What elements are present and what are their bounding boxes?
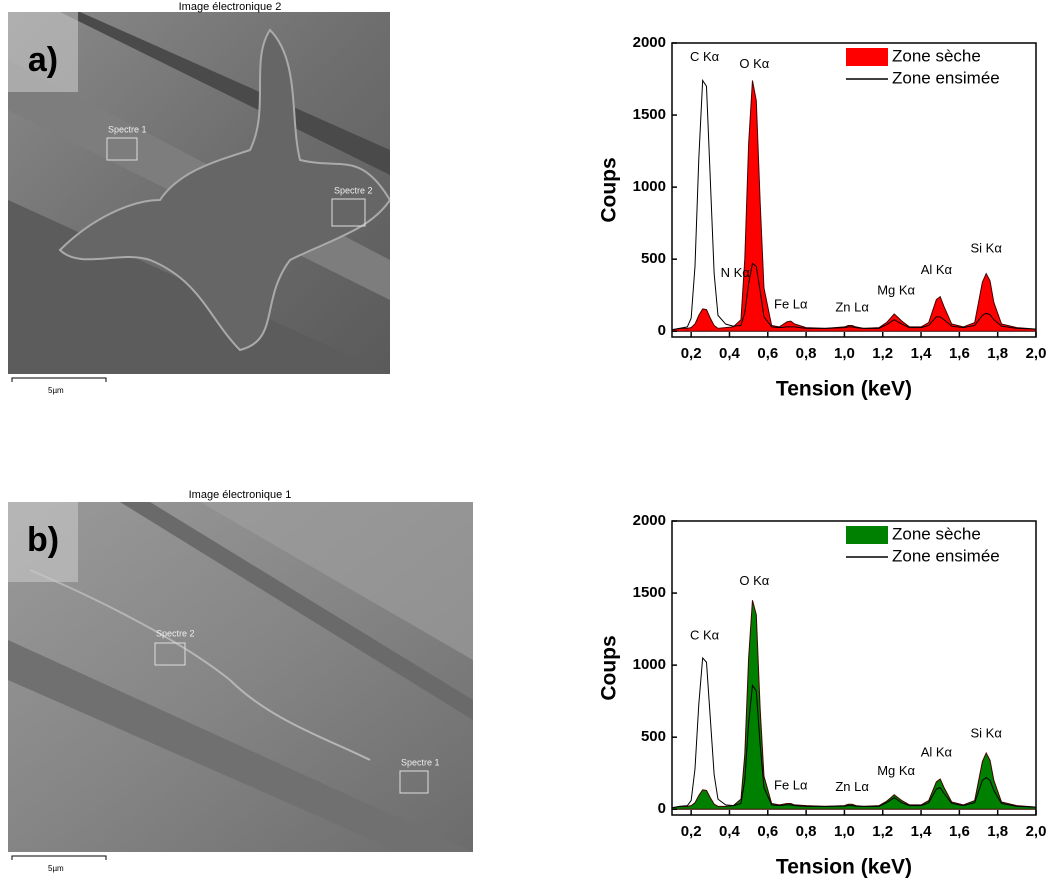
y-tick-label: 2000 [633, 512, 666, 529]
y-tick-label: 1000 [633, 178, 666, 195]
line [671, 656, 1037, 809]
x-tick-label: 1,0 [834, 823, 855, 840]
y-axis-label: Coups [598, 635, 621, 700]
x-tick-label: 0,2 [681, 345, 702, 362]
peak-label: Fe Lα [774, 297, 808, 312]
scale-bar [11, 855, 107, 860]
x-tick-label: 1,8 [987, 823, 1008, 840]
peak-label: Si Kα [971, 726, 1003, 741]
peak-label: O Kα [739, 573, 769, 588]
x-tick-label: 1,6 [949, 345, 970, 362]
peak-label: Zn Lα [835, 779, 869, 794]
peak-label: Mg Kα [877, 763, 915, 778]
x-tick-label: 0,4 [719, 345, 741, 362]
x-axis-label: Tension (keV) [776, 378, 912, 401]
peak-label: Al Kα [921, 262, 953, 277]
area [671, 80, 1037, 332]
panel-label: a) [28, 41, 58, 79]
legend-label: Zone ensimée [892, 546, 1000, 565]
x-tick-label: 1,8 [987, 345, 1008, 362]
legend-label: Zone ensimée [892, 68, 1000, 87]
spectrum-label: Spectre 1 [108, 124, 147, 134]
peak-label: Si Kα [971, 241, 1003, 256]
area [671, 600, 1037, 810]
y-tick-label: 1500 [633, 106, 666, 123]
y-tick-label: 1500 [633, 584, 666, 601]
x-tick-label: 1,6 [949, 823, 970, 840]
legend-label: Zone sèche [892, 46, 981, 65]
x-tick-label: 1,0 [834, 345, 855, 362]
x-tick-label: 1,4 [911, 345, 933, 362]
sem-image [8, 502, 473, 852]
panel-label-box [8, 12, 78, 92]
spectrum-label: Spectre 1 [401, 757, 440, 767]
peak-label: C Kα [690, 628, 720, 643]
x-tick-label: 0,6 [757, 823, 778, 840]
spectrum-box [399, 770, 429, 794]
plot-frame [671, 42, 1037, 338]
image-title: Image électronique 2 [179, 1, 282, 13]
x-tick-label: 0,2 [681, 823, 702, 840]
x-tick-label: 0,8 [796, 823, 817, 840]
y-tick-label: 500 [641, 250, 666, 267]
x-tick-label: 0,4 [719, 823, 741, 840]
x-axis-label: Tension (keV) [776, 856, 912, 879]
x-tick-label: 1,2 [872, 823, 893, 840]
sem-image [8, 12, 390, 374]
peak-label: Fe Lα [774, 778, 808, 793]
legend-label: Zone sèche [892, 524, 981, 543]
y-tick-label: 2000 [633, 34, 666, 51]
y-tick-label: 500 [641, 728, 666, 745]
peak-label: Zn Lα [835, 300, 869, 315]
spectrum-box [331, 198, 366, 227]
spectrum-label: Spectre 2 [156, 628, 195, 638]
scale-bar [11, 377, 107, 382]
y-axis-label: Coups [598, 157, 621, 222]
spectrum-label: Spectre 2 [334, 185, 373, 195]
scale-label: 5µm [48, 864, 64, 873]
line [671, 78, 1037, 331]
plot-frame [671, 520, 1037, 816]
peak-label: C Kα [690, 49, 720, 64]
peak-label: N Kα [721, 265, 751, 280]
x-tick-label: 1,2 [872, 345, 893, 362]
y-tick-label: 0 [658, 322, 666, 339]
y-tick-label: 1000 [633, 656, 666, 673]
x-tick-label: 1,4 [911, 823, 933, 840]
x-tick-label: 2,0 [1026, 345, 1047, 362]
peak-label: Al Kα [921, 744, 953, 759]
x-tick-label: 0,6 [757, 345, 778, 362]
x-tick-label: 2,0 [1026, 823, 1047, 840]
image-title: Image électronique 1 [189, 489, 292, 501]
panel-label: b) [27, 521, 59, 559]
x-tick-label: 0,8 [796, 345, 817, 362]
spectrum-box [106, 137, 138, 161]
legend-swatch [846, 526, 888, 544]
peak-label: Mg Kα [877, 282, 915, 297]
peak-label: O Kα [739, 56, 769, 71]
spectrum-box [154, 642, 186, 666]
legend-swatch [846, 48, 888, 66]
panel-label-box [8, 502, 78, 582]
y-tick-label: 0 [658, 800, 666, 817]
scale-label: 5µm [48, 386, 64, 395]
